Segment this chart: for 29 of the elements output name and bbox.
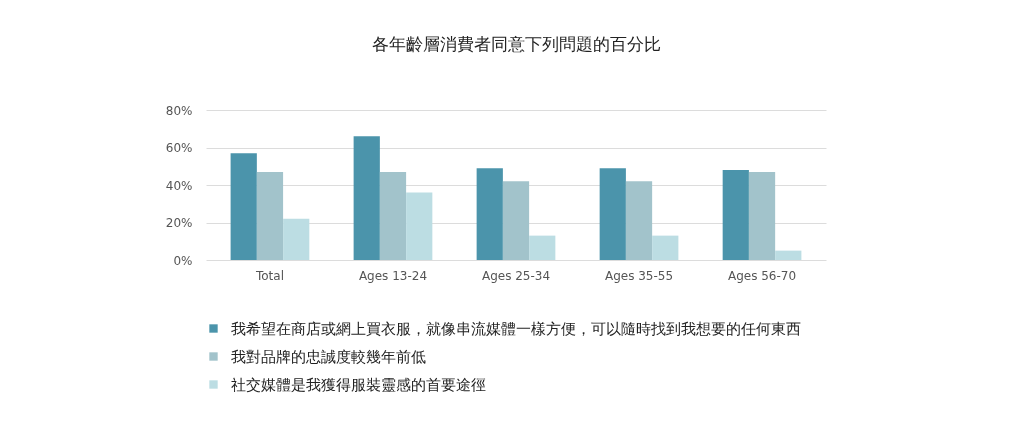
bar (599, 168, 626, 260)
x-tick-label: Ages 35-55 (604, 268, 674, 283)
legend-label: 社交媒體是我獲得服裝靈感的首要途徑 (231, 375, 486, 394)
bar (652, 235, 679, 260)
bar (230, 153, 257, 260)
y-tick-label: 40% (165, 178, 193, 193)
x-tick-label: Ages 13-24 (358, 268, 428, 283)
bar (476, 168, 503, 260)
bar (406, 192, 433, 260)
x-tick-label: Ages 56-70 (727, 268, 797, 283)
y-tick-label: 60% (165, 141, 193, 155)
y-tick-label: 0% (173, 253, 193, 268)
bar (353, 136, 380, 260)
legend-label: 我對品牌的忠誠度較幾年前低 (231, 347, 426, 366)
bar (379, 171, 407, 260)
x-tick-label: Total (254, 268, 284, 283)
bar (529, 235, 556, 260)
y-tick-label: 80% (165, 103, 193, 118)
bar (625, 181, 653, 260)
bar (256, 171, 284, 260)
y-tick-label: 20% (165, 216, 193, 230)
bar (775, 250, 802, 260)
legend-label: 我希望在商店或網上買衣服，就像串流媒體一樣方便，可以隨時找到我想要的任何東西 (231, 319, 801, 338)
bar (283, 218, 310, 260)
x-tick-label: Ages 25-34 (481, 268, 551, 283)
bar (722, 170, 749, 260)
bar (748, 171, 776, 260)
chart-title: 各年齡層消費者同意下列問題的百分比 (371, 34, 661, 54)
bar (502, 181, 530, 260)
